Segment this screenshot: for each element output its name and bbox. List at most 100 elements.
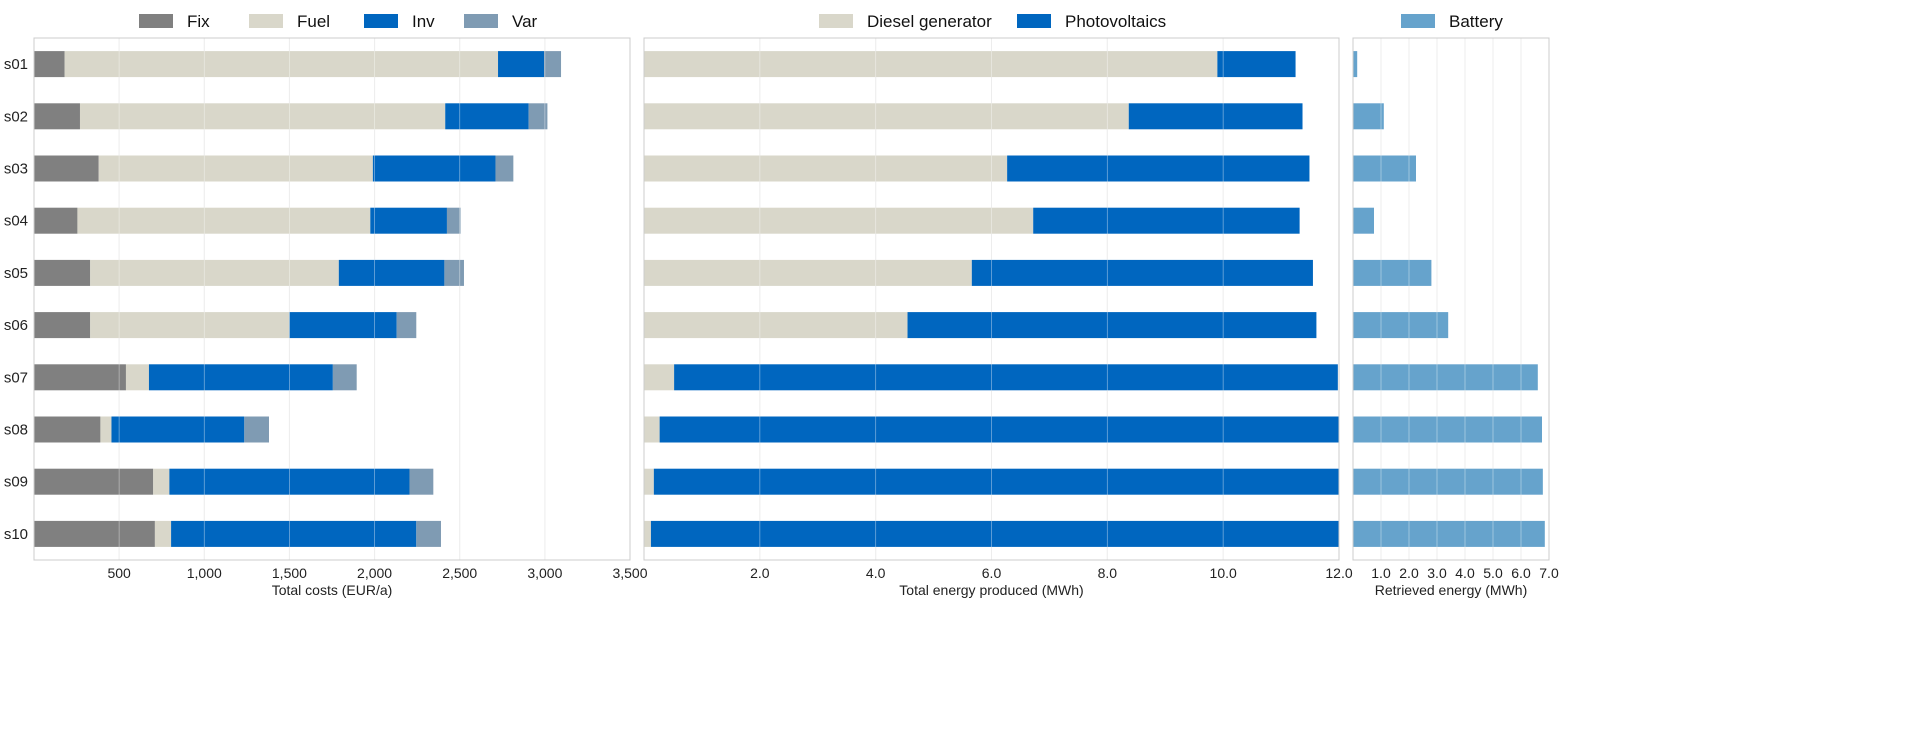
bar-s04-var [446, 207, 461, 234]
legend-swatch [1017, 14, 1051, 28]
legend-swatch [464, 14, 498, 28]
xtick-label: 1,500 [272, 565, 307, 581]
bar-s02-fix [34, 103, 80, 130]
bar-s04-diesel-generator [644, 207, 1034, 234]
bar-s07-var [332, 364, 357, 391]
bar-s01-diesel-generator [644, 51, 1218, 78]
ytick-label: s06 [4, 317, 28, 334]
legend-swatch [364, 14, 398, 28]
legend-entry: Battery [1449, 12, 1503, 31]
xtick-label: 1.0 [1371, 565, 1391, 581]
bar-s03-diesel-generator [644, 155, 1008, 182]
bar-s03-fuel [98, 155, 373, 182]
legend-entry: Photovoltaics [1065, 12, 1166, 31]
bar-s01-inv [498, 51, 545, 78]
xtick-label: 4.0 [866, 565, 886, 581]
x-axis-label: Total energy produced (MWh) [899, 582, 1083, 598]
bar-s02-inv [445, 103, 529, 130]
bar-s09-inv [169, 468, 410, 495]
xtick-label: 6.0 [982, 565, 1002, 581]
bar-s04-fuel [77, 207, 371, 234]
bar-s06-inv [289, 312, 397, 339]
ytick-label: s05 [4, 265, 28, 282]
bar-s06-battery [1353, 312, 1449, 339]
bar-s05-fuel [90, 259, 339, 286]
bar-s09-battery [1353, 468, 1543, 495]
bar-s04-battery [1353, 207, 1374, 234]
bar-s09-var [409, 468, 434, 495]
bar-s10-diesel-generator [644, 520, 651, 547]
bar-s07-inv [148, 364, 333, 391]
bar-s07-battery [1353, 364, 1538, 391]
bar-s08-diesel-generator [644, 416, 660, 443]
legend: Diesel generator Photovoltaics [819, 12, 1166, 31]
xtick-label: 6.0 [1511, 565, 1531, 581]
plot-frame [33, 37, 631, 561]
x-axis-label: Total costs (EUR/a) [272, 582, 393, 598]
bar-s02-var [528, 103, 548, 130]
bar-s10-fuel [154, 520, 172, 547]
bar-s10-fix [34, 520, 155, 547]
bar-s09-diesel-generator [644, 468, 654, 495]
legend-entry: Inv [412, 12, 435, 31]
bar-s02-diesel-generator [644, 103, 1129, 130]
xtick-label: 4.0 [1455, 565, 1475, 581]
bar-s06-fix [34, 312, 91, 339]
bar-s07-diesel-generator [644, 364, 675, 391]
bar-s04-fix [34, 207, 78, 234]
bar-s09-fuel [153, 468, 170, 495]
ytick-label: s09 [4, 474, 28, 491]
bar-s03-inv [372, 155, 496, 182]
legend: Battery [1401, 12, 1503, 31]
bar-s02-fuel [79, 103, 446, 130]
plot-frame [643, 37, 1340, 561]
bar-s08-fuel [100, 416, 112, 443]
bar-s05-photovoltaics [971, 259, 1313, 286]
xtick-label: 1,000 [187, 565, 222, 581]
panel-2: 2.0 4.0 6.0 8.0 10.0 12.0 Total energy produce… [643, 12, 1353, 598]
bar-s01-fuel [64, 51, 499, 78]
legend-swatch [249, 14, 283, 28]
bar-s01-var [544, 51, 562, 78]
panel-1: s01 s02 s03 s04 s05 s06 s07 s08 s09 s10 500 1,000 1,… [4, 12, 648, 598]
bar-s04-inv [370, 207, 447, 234]
xtick-label: 3,500 [612, 565, 647, 581]
plot-frame [1352, 37, 1550, 561]
xtick-label: 2.0 [1399, 565, 1419, 581]
ytick-label: s10 [4, 526, 28, 543]
bar-s06-fuel [90, 312, 290, 339]
bar-s08-var [244, 416, 269, 443]
bar-s05-fix [34, 259, 91, 286]
bar-s09-photovoltaics [653, 468, 1339, 495]
bar-s08-battery [1353, 416, 1542, 443]
bar-s05-inv [338, 259, 445, 286]
bar-s07-fix [34, 364, 126, 391]
legend-swatch [1401, 14, 1435, 28]
bar-s10-inv [171, 520, 417, 547]
bar-s08-fix [34, 416, 101, 443]
ytick-label: s03 [4, 161, 28, 178]
legend-swatch [139, 14, 173, 28]
bar-s10-photovoltaics [650, 520, 1339, 547]
xtick-label: 500 [107, 565, 131, 581]
bar-s02-photovoltaics [1128, 103, 1303, 130]
legend-entry: Fix [187, 12, 210, 31]
ytick-label: s02 [4, 108, 28, 125]
bar-s03-var [495, 155, 514, 182]
ytick-label: s01 [4, 56, 28, 73]
ytick-label: s07 [4, 369, 28, 386]
xtick-label: 2,500 [442, 565, 477, 581]
legend-entry: Var [512, 12, 538, 31]
panel-3: 1.0 2.0 3.0 4.0 5.0 6.0 7.0 Retrieved energy (M… [1352, 12, 1559, 598]
bar-s03-battery [1353, 155, 1416, 182]
legend-entry: Diesel generator [867, 12, 992, 31]
bar-s08-photovoltaics [659, 416, 1339, 443]
bar-s07-fuel [125, 364, 149, 391]
bar-s07-photovoltaics [674, 364, 1338, 391]
ytick-label: s04 [4, 213, 28, 230]
ytick-label: s08 [4, 422, 28, 439]
xtick-label: 7.0 [1539, 565, 1559, 581]
bar-s01-fix [34, 51, 65, 78]
legend-swatch [819, 14, 853, 28]
